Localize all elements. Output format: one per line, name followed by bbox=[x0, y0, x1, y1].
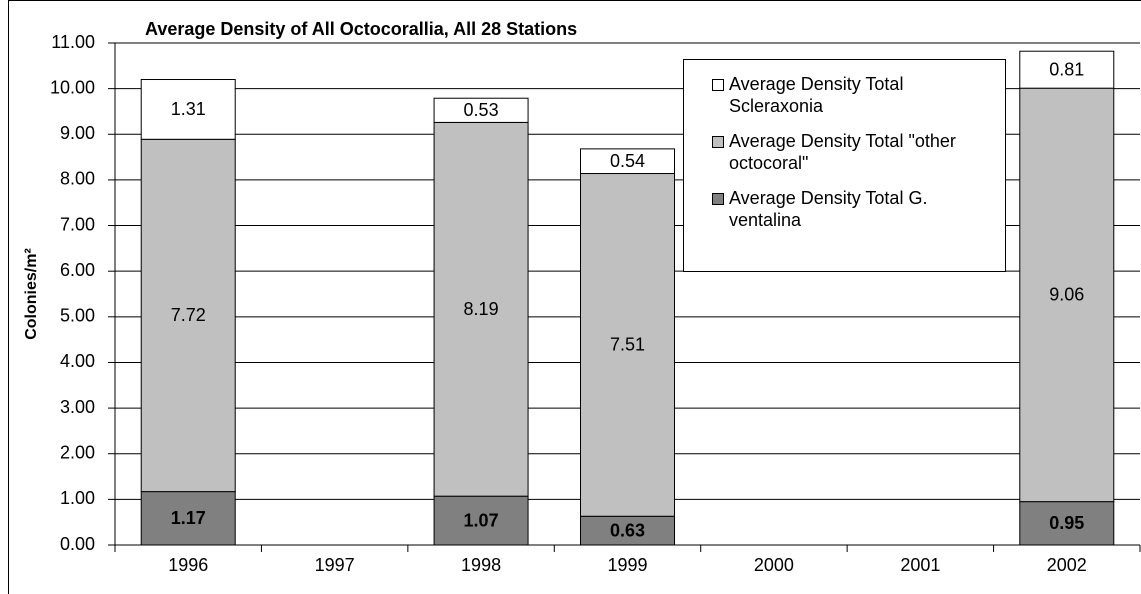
bar-segment bbox=[140, 79, 236, 140]
x-tick-label: 1996 bbox=[168, 555, 208, 575]
y-tick-label: 9.00 bbox=[60, 123, 95, 143]
legend-swatch bbox=[712, 136, 724, 148]
y-tick-label: 6.00 bbox=[60, 260, 95, 280]
y-tick-label: 1.00 bbox=[60, 488, 95, 508]
y-tick-label: 2.00 bbox=[60, 442, 95, 462]
y-axis-label: Colonies/m² bbox=[23, 248, 40, 340]
bar-segment bbox=[1019, 87, 1115, 503]
data-label: 0.53 bbox=[464, 100, 499, 120]
bar-segment bbox=[433, 97, 529, 123]
x-tick-label: 1998 bbox=[461, 555, 501, 575]
legend-label: Average Density Total G. ventalina bbox=[729, 188, 928, 230]
x-tick-label: 1999 bbox=[607, 555, 647, 575]
data-label: 0.81 bbox=[1049, 59, 1084, 79]
bar-segment bbox=[433, 495, 529, 546]
data-label: 1.31 bbox=[171, 99, 206, 119]
legend: Average Density Total Scleraxonia Average… bbox=[683, 59, 1006, 272]
x-tick-label: 1997 bbox=[315, 555, 355, 575]
bar-segment bbox=[580, 173, 675, 517]
x-tick-label: 2001 bbox=[900, 555, 940, 575]
bar-segment bbox=[433, 121, 529, 497]
bar-segment bbox=[1019, 501, 1115, 546]
chart-title: Average Density of All Octocorallia, All… bbox=[145, 19, 577, 39]
bar-segment bbox=[140, 491, 236, 546]
data-label: 9.06 bbox=[1049, 285, 1084, 305]
legend-label: Average Density Total "other octocoral" bbox=[729, 131, 956, 173]
bar-segment bbox=[140, 138, 236, 493]
data-label: 1.17 bbox=[171, 508, 206, 528]
y-tick-label: 11.00 bbox=[51, 32, 95, 52]
data-label: 0.63 bbox=[610, 520, 645, 540]
legend-item: Average Density Total "other octocoral" bbox=[684, 130, 994, 174]
data-label: 8.19 bbox=[464, 299, 499, 319]
legend-swatch bbox=[712, 79, 724, 91]
data-label: 0.95 bbox=[1049, 513, 1084, 533]
data-label: 7.51 bbox=[610, 335, 645, 355]
y-tick-label: 4.00 bbox=[60, 351, 95, 371]
y-tick-label: 5.00 bbox=[60, 306, 95, 326]
bar-segment bbox=[580, 148, 675, 175]
bar-segment bbox=[1019, 50, 1115, 89]
x-tick-label: 2002 bbox=[1047, 555, 1087, 575]
legend-item: Average Density Total Scleraxonia bbox=[684, 73, 994, 117]
y-tick-label: 3.00 bbox=[60, 397, 95, 417]
y-tick-label: 8.00 bbox=[60, 169, 95, 189]
legend-item: Average Density Total G. ventalina bbox=[684, 187, 994, 231]
data-label: 0.54 bbox=[610, 151, 645, 171]
x-tick-label: 2000 bbox=[754, 555, 794, 575]
data-label: 7.72 bbox=[171, 305, 206, 325]
chart-frame bbox=[8, 0, 1141, 594]
y-tick-label: 7.00 bbox=[60, 214, 95, 234]
y-tick-label: 0.00 bbox=[60, 534, 95, 554]
legend-swatch bbox=[712, 193, 724, 205]
y-tick-label: 10.00 bbox=[50, 77, 95, 97]
data-label: 1.07 bbox=[464, 510, 499, 530]
legend-label: Average Density Total Scleraxonia bbox=[729, 74, 904, 116]
